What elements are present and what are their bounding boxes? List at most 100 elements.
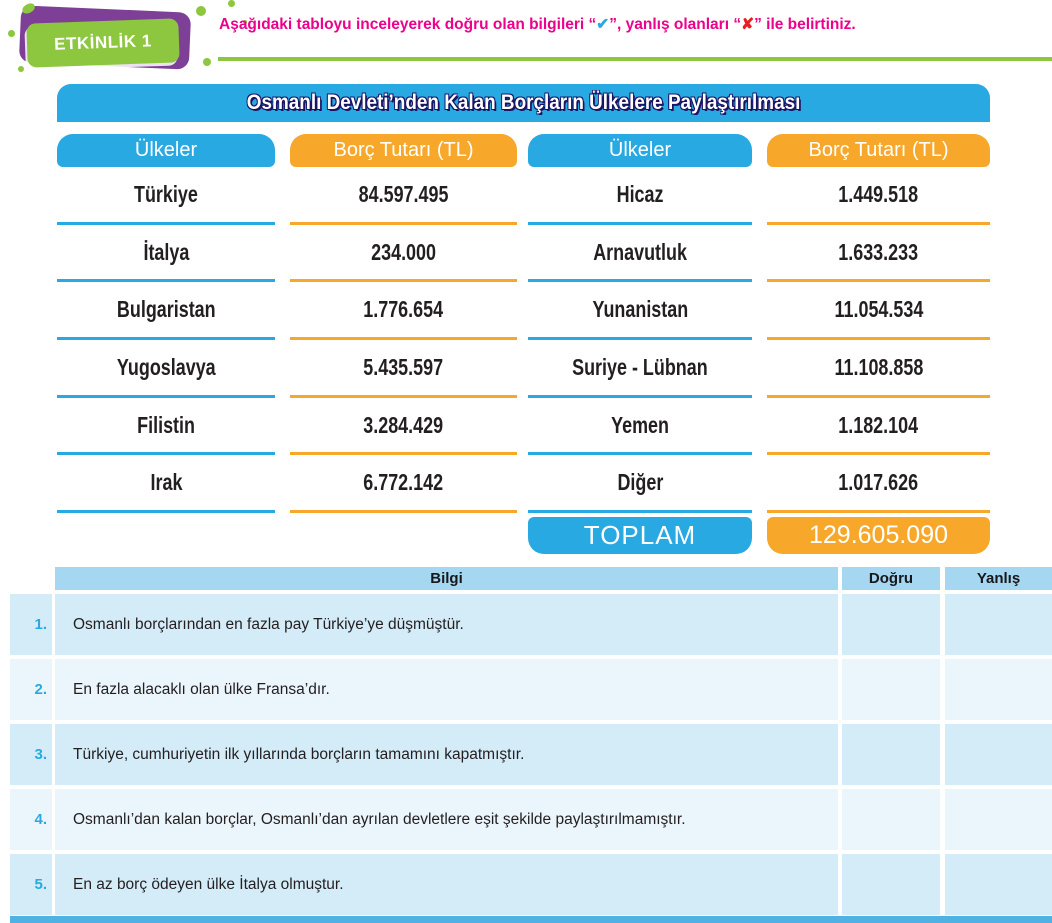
country-name: Irak [150, 469, 182, 496]
country-name: Türkiye [134, 180, 198, 207]
debt-amount: 11.108.858 [834, 353, 923, 380]
answer-cell-true-2[interactable] [842, 659, 940, 720]
total-label: TOPLAM [528, 517, 752, 554]
total-amount: 129.605.090 [767, 517, 990, 554]
quiz-item-number: 4. [10, 789, 52, 850]
table-row: Yemen [528, 398, 752, 456]
column-header-countries-left: Ülkeler [57, 134, 275, 167]
quiz-item-number: 2. [10, 659, 52, 720]
quiz-item-statement: En fazla alacaklı olan ülke Fransa’dır. [55, 659, 838, 720]
country-name: Yugoslavya [116, 353, 216, 380]
instruction-part3: ” ile belirtiniz. [754, 16, 856, 33]
table-row: İtalya [57, 225, 275, 283]
instruction-part2: ”, yanlış olanları “ [609, 16, 742, 33]
splash-dot-icon [8, 30, 15, 37]
splash-dot-icon [203, 58, 211, 66]
quiz-header-info: Bilgi [55, 567, 838, 590]
country-column-right: Hicaz Arnavutluk Yunanistan Suriye - Lüb… [528, 167, 752, 514]
answer-cell-true-4[interactable] [842, 789, 940, 850]
quiz-item-statement: Türkiye, cumhuriyetin ilk yıllarında bor… [55, 724, 838, 785]
checkmark-icon: ✔ [596, 16, 610, 33]
instruction-text: Aşağıdaki tabloyu inceleyerek doğru olan… [219, 15, 1039, 35]
country-name: Diğer [617, 469, 663, 496]
quiz-item-statement: En az borç ödeyen ülke İtalya olmuştur. [55, 854, 838, 915]
table-row: Türkiye [57, 167, 275, 225]
table-row: 1.182.104 [767, 398, 990, 456]
answer-cell-true-3[interactable] [842, 724, 940, 785]
country-name: İtalya [143, 238, 189, 265]
quiz-item-number: 1. [10, 594, 52, 655]
table-row: Diğer [528, 455, 752, 514]
quiz-row-2: 2. En fazla alacaklı olan ülke Fransa’dı… [0, 659, 1052, 720]
quiz-row-3: 3. Türkiye, cumhuriyetin ilk yıllarında … [0, 724, 1052, 785]
table-row: 234.000 [290, 225, 517, 283]
table-row: 11.054.534 [767, 282, 990, 341]
table-row: Suriye - Lübnan [528, 340, 752, 398]
splash-dot-icon [18, 66, 24, 72]
answer-cell-true-1[interactable] [842, 594, 940, 655]
country-column-left: Türkiye İtalya Bulgaristan Yugoslavya Fi… [57, 167, 275, 514]
table-row: 1.017.626 [767, 455, 990, 514]
answer-cell-false-2[interactable] [945, 659, 1052, 720]
country-name: Suriye - Lübnan [572, 353, 708, 380]
instruction-part1: Aşağıdaki tabloyu inceleyerek doğru olan… [219, 16, 597, 33]
answer-cell-false-3[interactable] [945, 724, 1052, 785]
quiz-item-number: 3. [10, 724, 52, 785]
country-name: Yunanistan [592, 296, 688, 323]
quiz-row-4: 4. Osmanlı’dan kalan borçlar, Osmanlı’da… [0, 789, 1052, 850]
table-row: 3.284.429 [290, 398, 517, 456]
table-row: Bulgaristan [57, 282, 275, 341]
table-row: 5.435.597 [290, 340, 517, 398]
column-header-countries-right: Ülkeler [528, 134, 752, 167]
debt-amount: 1.633.233 [838, 238, 919, 265]
debt-amount: 6.772.142 [363, 469, 444, 496]
quiz-item-statement: Osmanlı borçlarından en fazla pay Türkiy… [55, 594, 838, 655]
table-row: 1.449.518 [767, 167, 990, 225]
quiz-header-false: Yanlış [945, 567, 1052, 590]
table-row: Yunanistan [528, 282, 752, 341]
table-row: Yugoslavya [57, 340, 275, 398]
debt-amount: 1.449.518 [838, 180, 919, 207]
quiz-row-5: 5. En az borç ödeyen ülke İtalya olmuştu… [0, 854, 1052, 915]
answer-cell-true-5[interactable] [842, 854, 940, 915]
table-row: 1.633.233 [767, 225, 990, 283]
country-name: Yemen [611, 411, 669, 438]
amount-column-left: 84.597.495 234.000 1.776.654 5.435.597 3… [290, 167, 517, 514]
debt-table-title-banner: Osmanlı Devleti’nden Kalan Borçların Ülk… [57, 84, 990, 122]
debt-amount: 11.054.534 [834, 296, 923, 323]
country-name: Hicaz [616, 180, 664, 207]
debt-amount: 1.017.626 [838, 469, 919, 496]
country-name: Filistin [137, 411, 195, 438]
debt-amount: 3.284.429 [363, 411, 444, 438]
table-row: 84.597.495 [290, 167, 517, 225]
answer-cell-false-5[interactable] [945, 854, 1052, 915]
table-row: Arnavutluk [528, 225, 752, 283]
answer-cell-false-4[interactable] [945, 789, 1052, 850]
header-divider-line [218, 57, 1052, 61]
next-section-edge [10, 916, 1052, 923]
splash-dot-icon [196, 6, 206, 16]
splash-dot-icon [243, 20, 247, 24]
table-row: Filistin [57, 398, 275, 456]
table-row: 6.772.142 [290, 455, 517, 514]
table-row: 11.108.858 [767, 340, 990, 398]
x-mark-icon: ✘ [741, 16, 755, 33]
table-row: 1.776.654 [290, 282, 517, 341]
quiz-header-true: Doğru [842, 567, 940, 590]
debt-amount: 234.000 [371, 238, 436, 265]
table-row: Hicaz [528, 167, 752, 225]
column-header-amount-left: Borç Tutarı (TL) [290, 134, 517, 167]
column-header-amount-right: Borç Tutarı (TL) [767, 134, 990, 167]
debt-amount: 84.597.495 [358, 180, 449, 207]
activity-badge: ETKİNLİK 1 [26, 18, 180, 68]
debt-table-title: Osmanlı Devleti’nden Kalan Borçların Ülk… [246, 91, 801, 114]
quiz-item-statement: Osmanlı’dan kalan borçlar, Osmanlı’dan a… [55, 789, 838, 850]
quiz-item-number: 5. [10, 854, 52, 915]
quiz-row-1: 1. Osmanlı borçlarından en fazla pay Tür… [0, 594, 1052, 655]
amount-column-right: 1.449.518 1.633.233 11.054.534 11.108.85… [767, 167, 990, 514]
answer-cell-false-1[interactable] [945, 594, 1052, 655]
splash-dot-icon [228, 0, 235, 7]
country-name: Arnavutluk [593, 238, 687, 265]
debt-amount: 1.182.104 [838, 411, 919, 438]
